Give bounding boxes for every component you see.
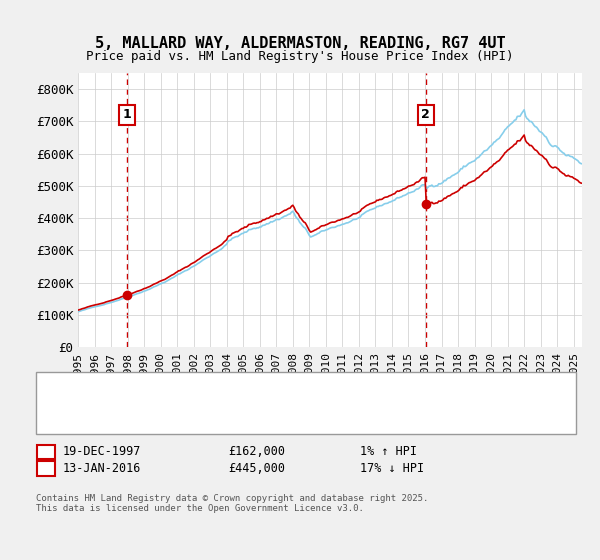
Text: 19-DEC-1997: 19-DEC-1997 bbox=[63, 445, 142, 459]
Text: 17% ↓ HPI: 17% ↓ HPI bbox=[360, 462, 424, 475]
Text: 5, MALLARD WAY, ALDERMASTON, READING, RG7 4UT: 5, MALLARD WAY, ALDERMASTON, READING, RG… bbox=[95, 36, 505, 52]
Text: 13-JAN-2016: 13-JAN-2016 bbox=[63, 462, 142, 475]
Text: HPI: Average price, detached house, West Berkshire: HPI: Average price, detached house, West… bbox=[84, 399, 397, 409]
Text: £162,000: £162,000 bbox=[228, 445, 285, 459]
Text: Contains HM Land Registry data © Crown copyright and database right 2025.
This d: Contains HM Land Registry data © Crown c… bbox=[36, 494, 428, 514]
Text: 2: 2 bbox=[421, 108, 430, 122]
Text: £445,000: £445,000 bbox=[228, 462, 285, 475]
Text: 1: 1 bbox=[123, 108, 131, 122]
Text: 1% ↑ HPI: 1% ↑ HPI bbox=[360, 445, 417, 459]
Text: 5, MALLARD WAY, ALDERMASTON, READING, RG7 4UT (detached house): 5, MALLARD WAY, ALDERMASTON, READING, RG… bbox=[84, 383, 472, 393]
Text: 1: 1 bbox=[43, 445, 50, 459]
Text: 2: 2 bbox=[43, 462, 50, 475]
Text: Price paid vs. HM Land Registry's House Price Index (HPI): Price paid vs. HM Land Registry's House … bbox=[86, 50, 514, 63]
